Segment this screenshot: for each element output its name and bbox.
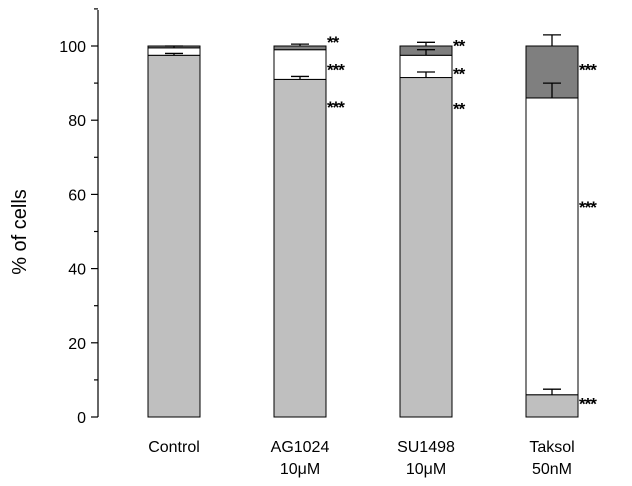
bar-segment (399, 77, 453, 418)
y-ticks-layer: 0 20 40 60 80 100 (59, 8, 98, 427)
significance-marker: *** (579, 198, 597, 217)
category-label: SU1498 (397, 439, 455, 456)
y-tick-label: 60 (68, 187, 86, 204)
y-tick-label: 40 (68, 262, 86, 279)
y-tick-label: 100 (59, 39, 86, 56)
significance-marker: *** (579, 395, 597, 414)
significance-marker: *** (327, 61, 345, 80)
category-labels-layer: Control AG1024 10μM SU1498 10μM Taksol 50nM (148, 439, 574, 478)
category-label: Control (148, 439, 200, 456)
significance-marker: ** (327, 33, 340, 52)
significance-marker: ** (453, 64, 466, 83)
bars-layer (147, 45, 579, 418)
bar-segment (273, 78, 327, 418)
error-bars-layer (165, 34, 561, 395)
category-label: AG1024 (271, 439, 330, 456)
y-tick-label: 0 (77, 410, 86, 427)
significance-marker: ** (453, 100, 466, 119)
significance-marker: ** (453, 37, 466, 56)
significance-annotations-layer: *********************** (327, 33, 598, 414)
bar-segment (525, 97, 579, 396)
bar-segment (273, 49, 327, 80)
category-sublabel: 10μM (280, 461, 320, 478)
category-label: Taksol (529, 439, 574, 456)
significance-marker: *** (579, 61, 597, 80)
category-sublabel: 10μM (406, 461, 446, 478)
category-sublabel: 50nM (532, 461, 572, 478)
significance-marker: *** (327, 98, 345, 117)
y-axis-title: % of cells (9, 189, 31, 275)
y-tick-label: 20 (68, 336, 86, 353)
y-tick-label: 80 (68, 113, 86, 130)
bar-segment (525, 394, 579, 418)
bar-segment (273, 45, 327, 51)
bar-segment (147, 54, 201, 418)
